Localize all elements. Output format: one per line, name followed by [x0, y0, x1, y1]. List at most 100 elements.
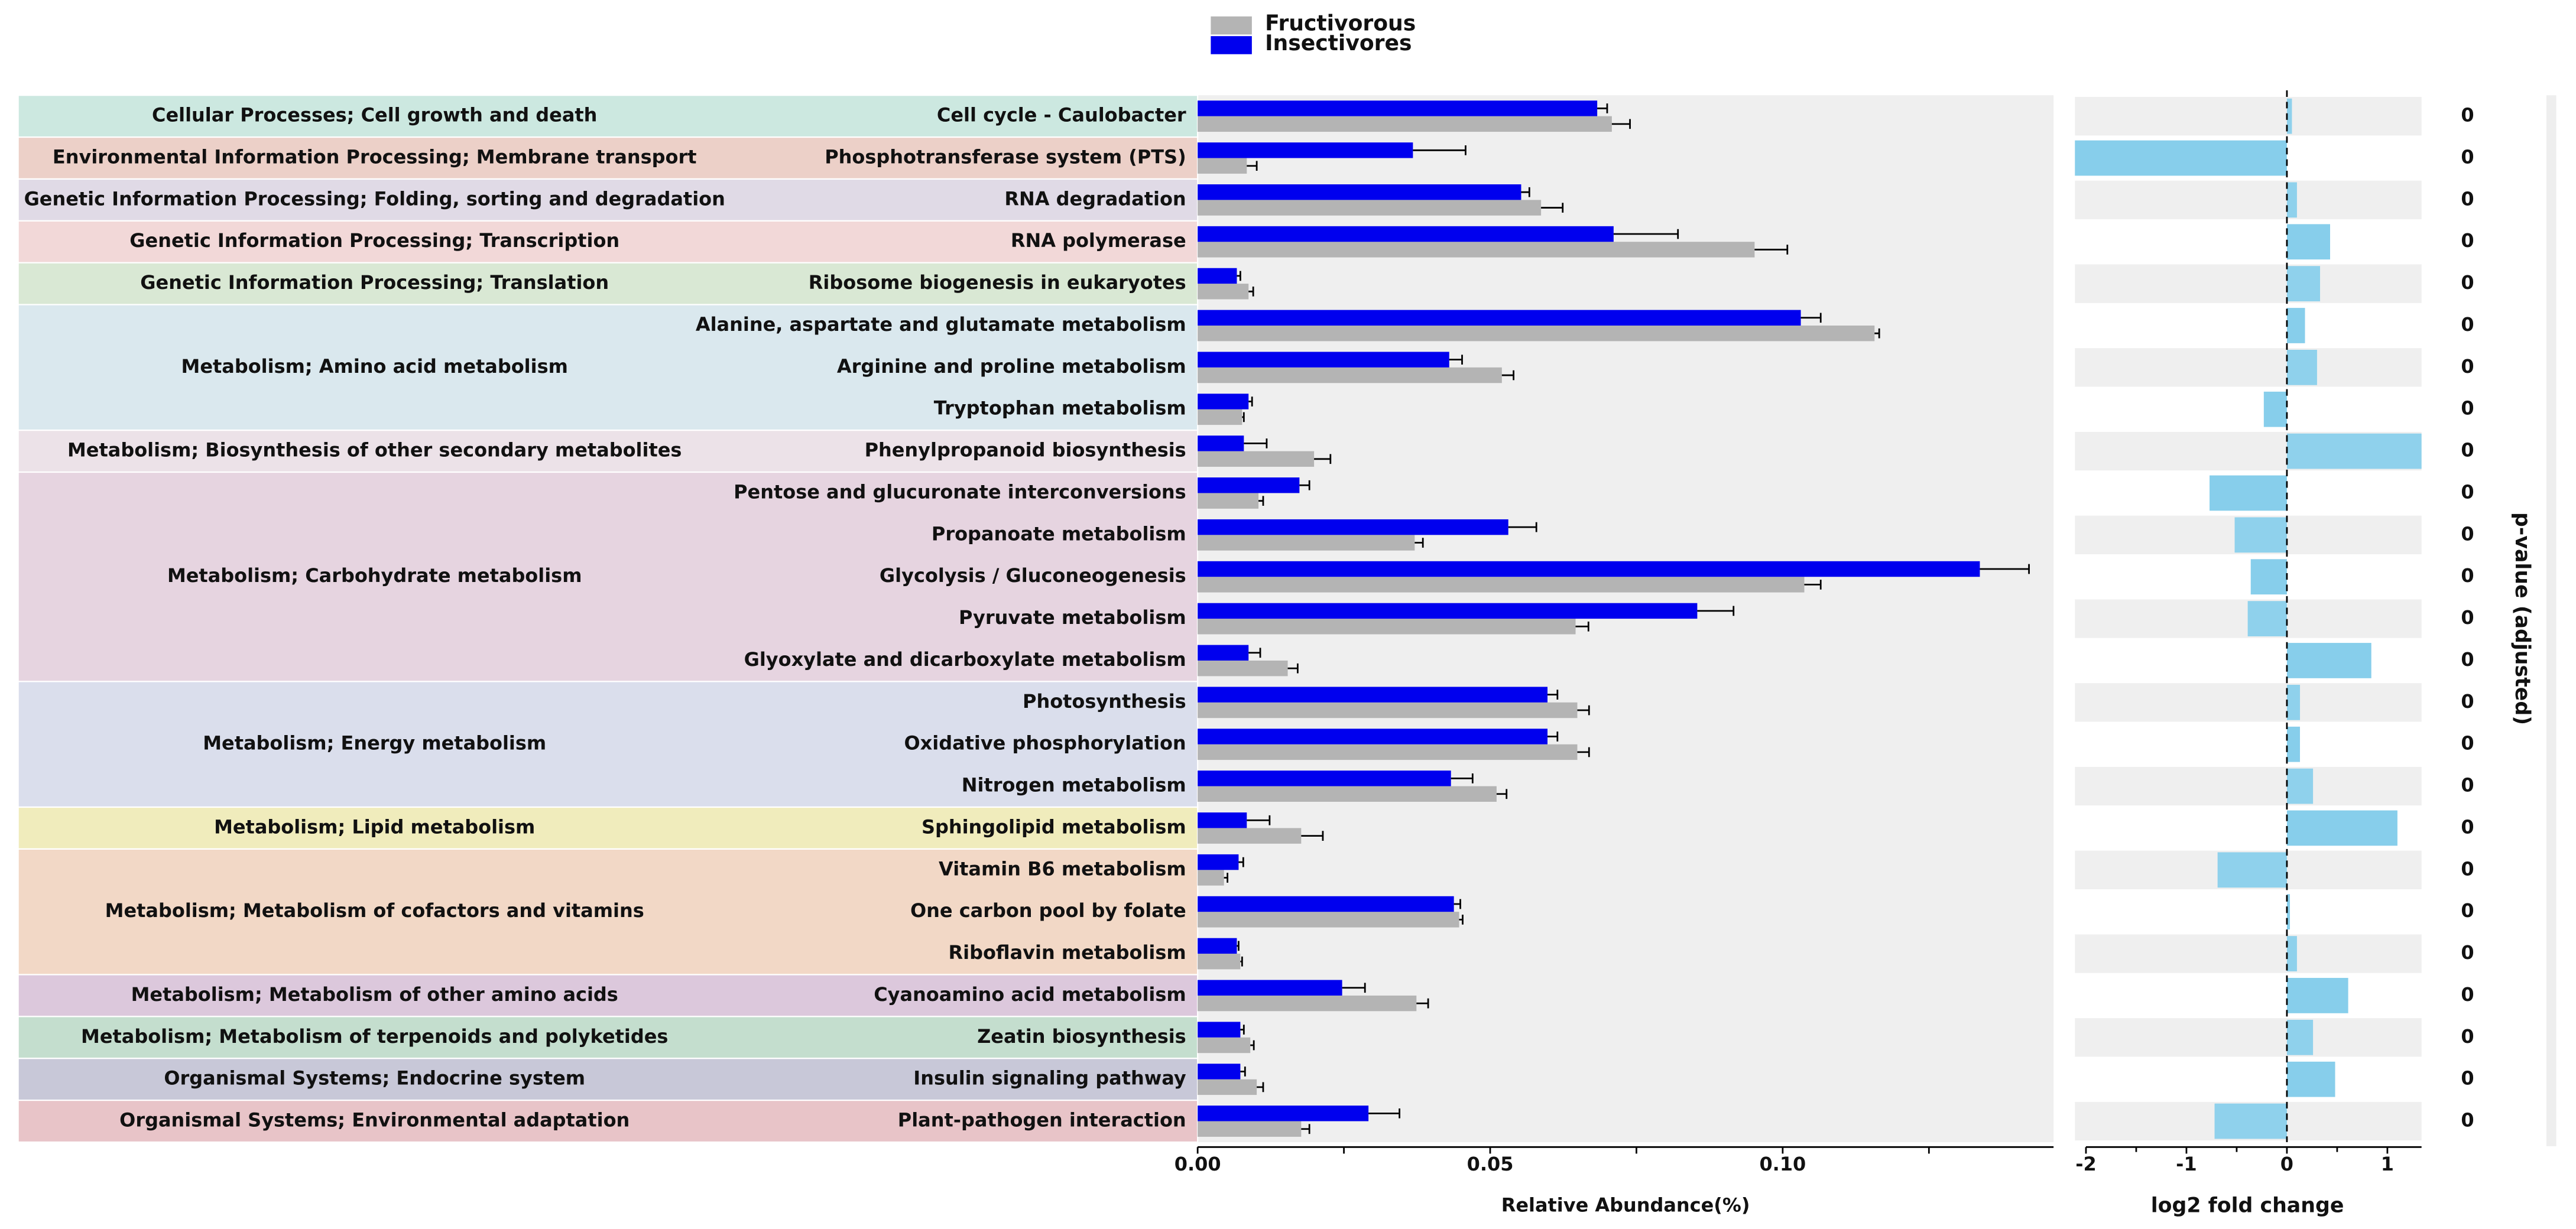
bar — [2263, 391, 2287, 427]
p-value: 0 — [2461, 1109, 2474, 1132]
p-value: 0 — [2461, 732, 2474, 755]
error-bar — [1301, 831, 1324, 841]
row-stripe — [2075, 1018, 2422, 1057]
error-bar — [1547, 690, 1559, 700]
error-bar — [1244, 438, 1268, 448]
bar — [2286, 224, 2331, 260]
category-label: Cell cycle - Caulobacter — [937, 104, 1186, 126]
bar — [1198, 912, 1459, 928]
bar — [1198, 367, 1502, 383]
error-bar — [1413, 145, 1467, 155]
category-label: Vitamin B6 metabolism — [939, 857, 1186, 880]
error-bar — [1247, 161, 1258, 171]
bar — [1198, 184, 1521, 200]
bar — [2247, 601, 2287, 636]
category-label: Propanoate metabolism — [932, 522, 1186, 545]
category-label: One carbon pool by folate — [910, 899, 1186, 922]
bar — [1198, 325, 1875, 342]
bar — [1198, 687, 1548, 703]
group-band — [17, 95, 1199, 138]
bar — [1198, 226, 1614, 242]
group-label: Metabolism; Energy metabolism — [203, 732, 546, 755]
bar — [2286, 1061, 2335, 1097]
group-label: Cellular Processes; Cell growth and deat… — [152, 104, 597, 126]
category-label: Cyanoamino acid metabolism — [874, 983, 1186, 1006]
legend-swatch — [1211, 36, 1252, 54]
error-bar — [1248, 286, 1254, 297]
bar — [2286, 726, 2301, 762]
error-bar — [1258, 496, 1264, 506]
bar — [2286, 308, 2305, 343]
bar — [2250, 559, 2287, 595]
x-tick-label: 1 — [2381, 1153, 2394, 1175]
group-label: Metabolism; Biosynthesis of other second… — [67, 439, 682, 461]
bar — [1198, 200, 1542, 216]
group-band — [17, 1099, 1199, 1143]
group-label: Environmental Information Processing; Me… — [53, 146, 697, 168]
bar — [2217, 852, 2287, 888]
error-bar — [1224, 873, 1229, 883]
bar — [1198, 954, 1241, 970]
group-label: Metabolism; Metabolism of cofactors and … — [105, 899, 644, 922]
category-label: Alanine, aspartate and glutamate metabol… — [696, 313, 1186, 336]
p-value: 0 — [2461, 648, 2474, 671]
p-value: 0 — [2461, 522, 2474, 545]
bar — [1198, 729, 1548, 744]
group-label: Metabolism; Metabolism of other amino ac… — [131, 983, 618, 1006]
bar — [1198, 561, 1980, 577]
error-bar — [1314, 454, 1332, 464]
bar — [2075, 140, 2287, 176]
error-bar — [1237, 271, 1241, 281]
category-label: Phenylpropanoid biosynthesis — [865, 439, 1186, 461]
error-bar — [1697, 606, 1735, 616]
bar — [1198, 352, 1449, 368]
group-label: Metabolism; Lipid metabolism — [214, 815, 535, 838]
group-band — [17, 304, 1199, 431]
row-stripe — [2075, 766, 2422, 806]
bar — [1198, 519, 1508, 535]
bar — [1198, 284, 1249, 300]
category-label: Pyruvate metabolism — [959, 606, 1186, 629]
bar — [2286, 182, 2297, 218]
p-value: 0 — [2461, 564, 2474, 587]
bar — [1198, 577, 1805, 593]
category-label: Zeatin biosynthesis — [977, 1025, 1186, 1048]
error-bar — [1301, 1124, 1310, 1134]
p-value: 0 — [2461, 606, 2474, 629]
bar — [1198, 854, 1239, 870]
error-bar — [1521, 187, 1530, 197]
category-label: Insulin signaling pathway — [913, 1067, 1186, 1090]
row-stripe — [2075, 683, 2422, 722]
p-value: 0 — [2461, 899, 2474, 922]
error-bar — [1250, 1040, 1255, 1051]
bar — [1198, 828, 1302, 844]
bar — [1198, 1037, 1251, 1054]
error-bar — [1496, 789, 1508, 799]
p-value: 0 — [2461, 857, 2474, 880]
error-bar — [1459, 915, 1464, 925]
category-label: Riboflavin metabolism — [949, 941, 1186, 964]
row-stripe — [2075, 264, 2422, 303]
category-label: Sphingolipid metabolism — [922, 815, 1186, 838]
row-stripe — [2075, 348, 2422, 387]
p-value: 0 — [2461, 355, 2474, 378]
bar — [2286, 643, 2371, 678]
group-label: Organismal Systems; Endocrine system — [164, 1067, 585, 1090]
group-label: Metabolism; Metabolism of terpenoids and… — [81, 1025, 668, 1048]
category-label: Tryptophan metabolism — [934, 397, 1186, 420]
error-bar — [1597, 103, 1608, 113]
p-value: 0 — [2461, 104, 2474, 126]
bar — [2286, 894, 2291, 930]
x-axis-label: Relative Abundance(%) — [1501, 1194, 1750, 1216]
error-bar — [1248, 396, 1253, 407]
bar — [1198, 477, 1300, 493]
category-label: Photosynthesis — [1023, 690, 1186, 713]
x-axis-label: log2 fold change — [2151, 1194, 2344, 1217]
error-bar — [1287, 663, 1299, 674]
bar — [2286, 936, 2297, 971]
group-band — [17, 471, 1199, 682]
error-bar — [1451, 773, 1474, 783]
x-tick-label: 0 — [2280, 1153, 2293, 1175]
bar — [1198, 770, 1451, 786]
group-band — [17, 1016, 1199, 1059]
